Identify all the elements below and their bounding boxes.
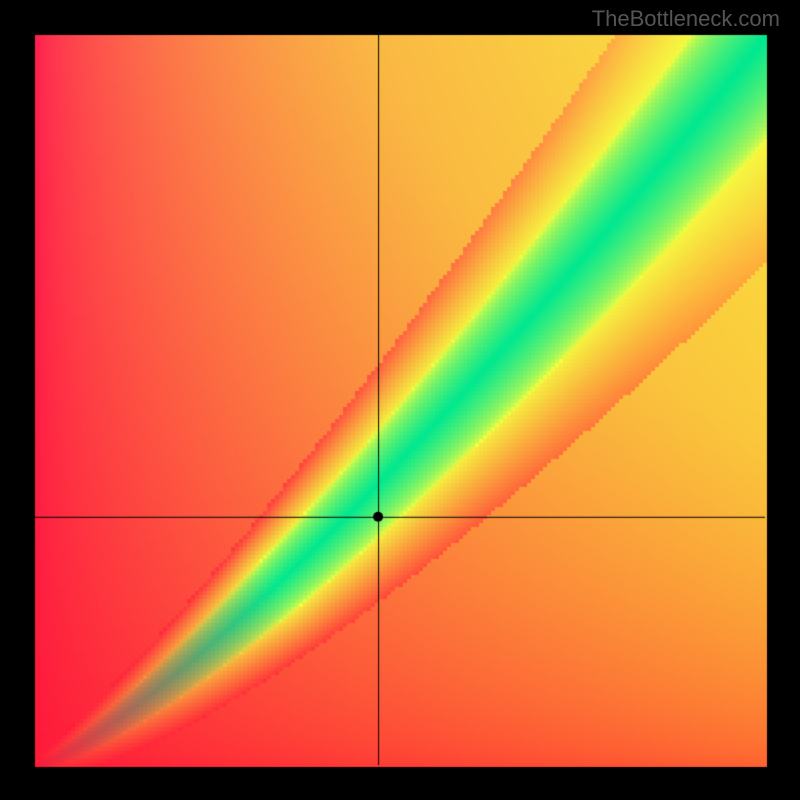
watermark-text: TheBottleneck.com <box>592 6 780 32</box>
chart-container: TheBottleneck.com <box>0 0 800 800</box>
heatmap-canvas <box>0 0 800 800</box>
